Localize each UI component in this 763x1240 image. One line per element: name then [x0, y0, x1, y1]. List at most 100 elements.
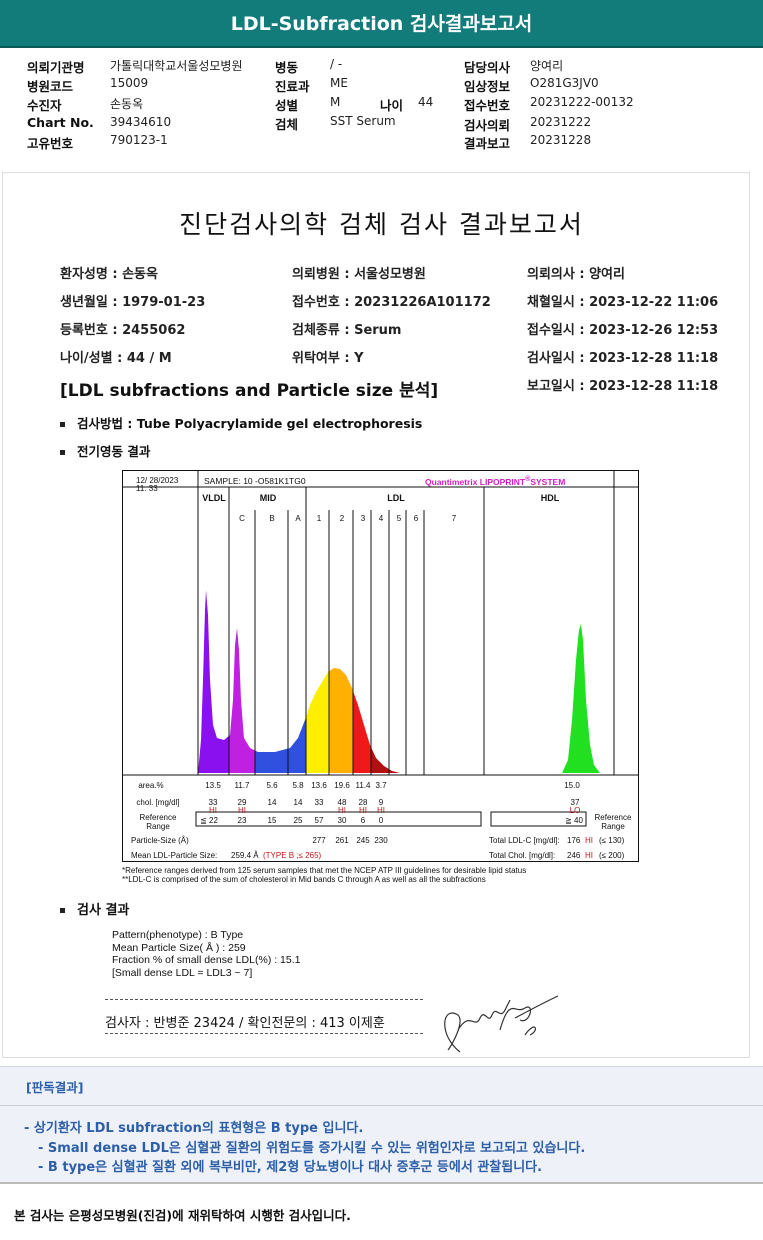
particle-size-value: 245 — [356, 836, 370, 845]
header-value: ME — [330, 76, 348, 90]
particle-size-value: 261 — [335, 836, 349, 845]
brand-suffix: SYSTEM — [530, 476, 566, 487]
total-chol-label: Total Chol. [mg/dl]: — [489, 851, 556, 860]
header-value: 양여리 — [530, 59, 564, 73]
row-label-mean: Mean LDL-Particle Size: — [131, 851, 218, 860]
header-label: Chart No. — [27, 115, 94, 130]
chol-value: 29 — [237, 798, 247, 807]
ref-value: ≦ 22 — [200, 816, 218, 825]
header-label: 담당의사 — [464, 60, 511, 75]
age-value: 44 — [418, 95, 434, 109]
band-fills — [198, 590, 600, 773]
electrophoresis-svg — [122, 470, 639, 827]
chol-value: 28 — [358, 798, 368, 807]
result-list: Pattern(phenotype) : B Type Mean Particl… — [112, 929, 301, 979]
divider — [105, 999, 423, 1000]
mid-ba-fill — [255, 590, 306, 773]
chol-flag: HI — [377, 806, 385, 815]
patient-field: 검사일시 : 2023-12-28 11:18 — [527, 351, 719, 366]
band-dividers — [122, 470, 639, 827]
total-ldl-label: Total LDL-C [mg/dl]: — [489, 836, 560, 845]
area-value: 11.7 — [234, 781, 250, 790]
signature-line: 검사자 : 반병준 23424 / 확인전문의 : 413 이제훈 — [105, 1016, 385, 1031]
chol-value: 33 — [208, 798, 218, 807]
header-label: 임상정보 — [464, 79, 511, 94]
header-value: / - — [330, 57, 343, 71]
interpretation-box: [판독결과] - 상기환자 LDL subfraction의 표현형은 B ty… — [0, 1066, 763, 1184]
total-chol-ref: (≤ 200) — [599, 851, 625, 860]
patient-field: 접수번호 : 20231226A101172 — [292, 295, 491, 310]
footnote-1: *Reference ranges derived from 125 serum… — [122, 866, 527, 875]
area-value: 19.6 — [334, 781, 350, 790]
interpretation-line: - 상기환자 LDL subfraction의 표현형은 B type 입니다. — [24, 1121, 364, 1136]
area-value: 13.5 — [205, 781, 221, 790]
band-label: 5 — [396, 514, 402, 523]
ref-value: 25 — [293, 816, 303, 825]
bullet-icon — [60, 422, 65, 427]
band-group-label: LDL — [387, 493, 405, 503]
result-line: Mean Particle Size( Å ) : 259 — [112, 941, 246, 954]
particle-size-value: 277 — [312, 836, 326, 845]
header-value: O281G3JV0 — [530, 76, 599, 90]
header-value: 39434610 — [110, 115, 172, 129]
mid-c-fill — [229, 590, 255, 773]
brand-logo: Quantimetrix LIPOPRINT®SYSTEM — [425, 475, 566, 487]
area-value: 5.8 — [292, 781, 304, 790]
ref-value: 23 — [237, 816, 247, 825]
band-label: 7 — [451, 514, 457, 523]
patient-field: 채혈일시 : 2023-12-22 11:06 — [527, 295, 719, 310]
header-value: 20231222-00132 — [530, 95, 634, 109]
ref-value: 15 — [267, 816, 277, 825]
ldl3-fill — [353, 590, 371, 773]
header-value: 20231228 — [530, 133, 592, 147]
hdl-fill — [540, 590, 600, 773]
bullet-icon — [60, 908, 65, 913]
band-label: 1 — [316, 514, 322, 523]
row-label-chol: chol. [mg/dl] — [136, 798, 180, 807]
header-value: 15009 — [110, 76, 149, 90]
interpretation-line: - B type은 심혈관 질환 외에 복부비만, 제2형 당뇨병이나 대사 증… — [38, 1160, 543, 1175]
band-label: 2 — [339, 514, 345, 523]
age-label: 나이 — [380, 98, 404, 113]
band-label: B — [269, 514, 275, 523]
header-value: 20231222 — [530, 115, 592, 129]
divider — [0, 1105, 763, 1106]
patient-field: 환자성명 : 손동옥 — [60, 267, 158, 282]
result-line: Pattern(phenotype) : B Type — [112, 929, 244, 941]
chol-flag: HI — [338, 806, 346, 815]
header-label: 고유번호 — [27, 136, 74, 151]
header-label: 접수번호 — [464, 98, 511, 113]
bullet-icon — [60, 450, 65, 455]
registered-mark: ® — [525, 475, 531, 483]
ref-value: 0 — [378, 816, 384, 825]
row-label-ref-hdl: Reference Range — [594, 813, 632, 831]
report-title: 진단검사의학 검체 검사 결과보고서 — [179, 210, 584, 239]
result-heading-text: 검사 결과 — [77, 903, 130, 918]
row-label-particle: Particle-Size (Å) — [131, 836, 189, 845]
header-label: 병동 — [275, 60, 299, 75]
total-ldl-flag: HI — [585, 836, 593, 845]
method-item: 검사방법 : Tube Polyacrylamide gel electroph… — [60, 413, 422, 432]
result-line: Fraction % of small dense LDL(%) : 15.1 — [112, 954, 301, 966]
patient-field: 위탁여부 : Y — [292, 351, 364, 366]
header-label: 검사의뢰 — [464, 118, 511, 133]
header-label: 검체 — [275, 117, 299, 132]
signature-image — [444, 995, 559, 1053]
mean-particle-size: 259.4 Å — [231, 851, 259, 860]
patient-field: 검체종류 : Serum — [292, 323, 402, 338]
hdl-ref-value: ≧ 40 — [565, 816, 583, 825]
chol-flag: HI — [359, 806, 367, 815]
band-group-label: VLDL — [202, 493, 226, 503]
header-value: M — [330, 95, 341, 109]
header-label: 의뢰기관명 — [27, 60, 85, 75]
band-group-label: MID — [259, 493, 277, 503]
footer-note: 본 검사는 은평성모병원(진검)에 재위탁하여 시행한 검사입니다. — [14, 1208, 351, 1223]
method-text: 검사방법 : Tube Polyacrylamide gel electroph… — [77, 416, 423, 431]
page-title: LDL-Subfraction 검사결과보고서 — [0, 0, 763, 48]
hdl-flag: LO — [569, 806, 581, 815]
header-value: 손동옥 — [110, 97, 144, 111]
patient-field: 생년월일 : 1979-01-23 — [60, 295, 206, 310]
area-value: 5.6 — [266, 781, 278, 790]
chol-value: 48 — [337, 798, 347, 807]
ref-value: 6 — [360, 816, 366, 825]
